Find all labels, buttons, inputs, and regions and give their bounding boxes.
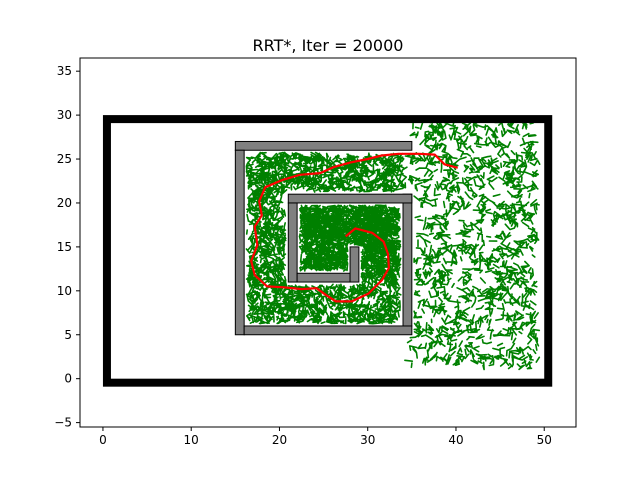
y-tick-label--5: −5 bbox=[54, 416, 72, 430]
x-tick-label-20: 20 bbox=[272, 433, 287, 447]
x-tick-label-40: 40 bbox=[448, 433, 463, 447]
y-tick-label-15: 15 bbox=[57, 240, 72, 254]
tree-edges bbox=[245, 118, 541, 371]
obstacle-wall-4 bbox=[287, 193, 413, 204]
obstacle-wall-6 bbox=[296, 272, 351, 283]
obstacle-wall-2 bbox=[243, 325, 413, 336]
y-tick-label-10: 10 bbox=[57, 284, 72, 298]
axes-frame bbox=[79, 57, 577, 428]
axes: 0 10 20 30 40 50 −5 0 5 10 15 20 25 30 35 bbox=[54, 57, 577, 447]
y-tick-label-5: 5 bbox=[64, 328, 72, 342]
boundary-walls bbox=[102, 115, 553, 387]
obstacles bbox=[234, 140, 413, 336]
y-tick-label-30: 30 bbox=[57, 108, 72, 122]
boundary-rect bbox=[102, 115, 553, 387]
x-tick-label-30: 30 bbox=[360, 433, 375, 447]
rrt-tree bbox=[245, 118, 541, 371]
y-tick-label-0: 0 bbox=[64, 372, 72, 386]
y-tick-label-20: 20 bbox=[57, 196, 72, 210]
obstacle-wall-0 bbox=[234, 140, 413, 151]
planned-path bbox=[250, 152, 458, 303]
y-tick-label-35: 35 bbox=[57, 64, 72, 78]
obstacle-wall-1 bbox=[234, 149, 245, 336]
obstacle-wall-3 bbox=[402, 193, 413, 327]
obstacle-wall-5 bbox=[287, 202, 298, 283]
obstacle-wall-7 bbox=[349, 246, 360, 283]
x-tick-label-10: 10 bbox=[184, 433, 199, 447]
x-tick-label-50: 50 bbox=[537, 433, 552, 447]
chart-title: RRT*, Iter = 20000 bbox=[253, 36, 404, 55]
y-tick-label-25: 25 bbox=[57, 152, 72, 166]
x-tick-label-0: 0 bbox=[99, 433, 107, 447]
path-line bbox=[250, 152, 458, 303]
